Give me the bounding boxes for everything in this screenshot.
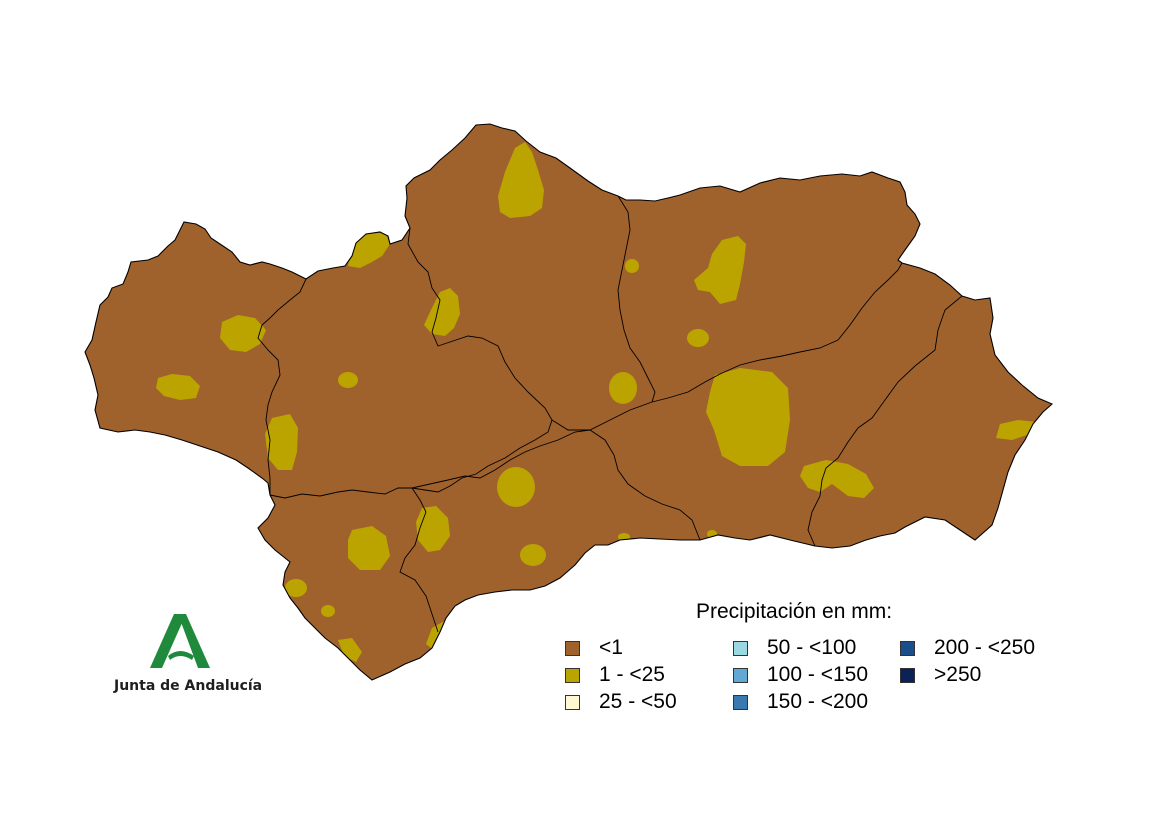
- boundary-cadiz-malaga: [399, 511, 439, 633]
- precip-patch: [694, 236, 746, 304]
- precip-patch: [609, 372, 637, 404]
- legend-item: 50 - <100: [733, 636, 857, 659]
- legend-item: 1 - <25: [565, 663, 665, 686]
- legend-label: 150 - <200: [767, 690, 869, 713]
- boundary-sevilla-cadiz: [269, 487, 427, 513]
- legend-swatch: [900, 667, 915, 683]
- legend-item: 200 - <250: [900, 636, 1036, 659]
- precip-patch: [338, 372, 358, 388]
- legend-item: 150 - <200: [733, 690, 869, 713]
- legend-label: 50 - <100: [767, 636, 857, 659]
- legend-label: 1 - <25: [599, 663, 665, 686]
- junta-de-andalucia-logo: Junta de Andalucía: [112, 612, 262, 702]
- map-fill-layer: [85, 124, 1052, 680]
- andalucia-region-fill: [85, 124, 1052, 680]
- precip-patch: [156, 374, 200, 400]
- logo-text: Junta de Andalucía: [114, 678, 263, 694]
- precip-patch: [424, 288, 460, 336]
- legend-swatch: [900, 640, 915, 656]
- legend-swatch: [565, 694, 580, 710]
- legend-item: 100 - <150: [733, 663, 869, 686]
- legend-item: <1: [565, 636, 623, 659]
- precip-patch: [321, 605, 335, 617]
- boundary-cordoba-jaen: [617, 195, 656, 403]
- precip-patch: [520, 544, 546, 566]
- precip-patch: [498, 142, 544, 218]
- precip-patch: [497, 467, 535, 507]
- legend-item: 25 - <50: [565, 690, 677, 713]
- boundary-jaen-granada: [651, 262, 903, 403]
- legend-swatch: [733, 667, 748, 683]
- emblem-right-stroke: [178, 614, 210, 668]
- legend-label: >250: [934, 663, 982, 686]
- precip-patch: [220, 315, 266, 352]
- precip-patch: [285, 579, 307, 597]
- legend-swatch: [733, 640, 748, 656]
- precip-patch: [416, 506, 450, 552]
- precipitation-patches: [156, 142, 1036, 662]
- precip-patch: [996, 420, 1036, 440]
- boundary-huelva-sevilla: [257, 278, 307, 495]
- boundary-sevilla-cordoba: [407, 227, 553, 493]
- precip-patch: [625, 259, 639, 273]
- province-boundaries: [257, 195, 963, 633]
- precip-patch: [687, 329, 709, 347]
- precip-patch: [706, 368, 790, 466]
- boundary-granada-malaga: [613, 454, 701, 541]
- emblem-crossbar: [168, 651, 194, 660]
- precip-patch: [800, 460, 874, 498]
- precip-patch: [348, 526, 390, 570]
- legend-label: <1: [599, 636, 623, 659]
- andalucia-outline: [84, 123, 1054, 681]
- legend-label: 100 - <150: [767, 663, 869, 686]
- legend-swatch: [733, 694, 748, 710]
- legend-label: 25 - <50: [599, 690, 677, 713]
- legend-swatch: [565, 640, 580, 656]
- precip-patch: [265, 414, 298, 470]
- legend-label: 200 - <250: [934, 636, 1036, 659]
- boundary-granada-almeria: [807, 295, 963, 547]
- boundary-cordoba-granada: [551, 401, 653, 431]
- legend-item: >250: [900, 663, 982, 686]
- emblem-left-stroke: [150, 614, 186, 668]
- legend-title: Precipitación en mm:: [696, 600, 893, 623]
- andalucia-a-emblem-icon: [150, 614, 210, 668]
- legend-swatch: [565, 667, 580, 683]
